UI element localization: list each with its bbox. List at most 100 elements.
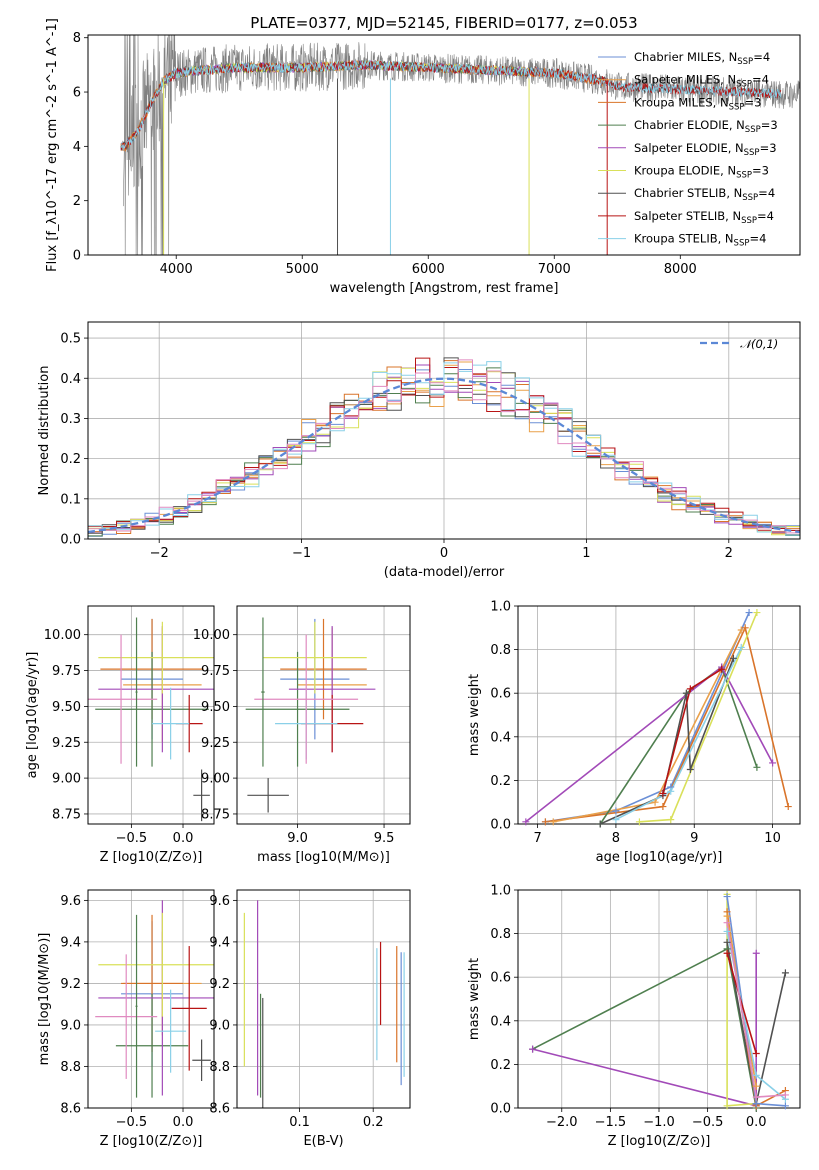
- massweight_vs_Z-point-marker: [723, 912, 731, 920]
- mass_vs_Z-ylabel: mass [log10(M/M⊙)]: [37, 933, 52, 1066]
- mass_vs_EBV-ytick-label: 8.6: [209, 1102, 230, 1117]
- age_vs_Z-ytick-label: 9.25: [52, 736, 81, 751]
- residuals-frame: [87, 321, 801, 540]
- mass_vs_Z-ytick-label: 9.0: [60, 1018, 81, 1033]
- massweight_vs_Z-xlabel: Z [log10(Z/Z⊙)]: [608, 1134, 711, 1149]
- age_vs_mass-ytick-label: 10.00: [193, 628, 230, 643]
- spectrum-legend-nssp-eq: =: [744, 95, 754, 109]
- spectrum-legend-nssp: 4: [763, 50, 770, 64]
- residuals-xtick-label: −1: [292, 546, 311, 561]
- spectrum-legend-name: Chabrier STELIB: [634, 186, 726, 200]
- spectrum-legend-name: Kroupa ELODIE: [634, 164, 720, 178]
- residuals-ytick-label: 0.2: [60, 452, 81, 467]
- residuals-plot-area: [88, 322, 800, 539]
- massweight_vs_age-point-marker: [784, 803, 792, 811]
- spectrum-legend-nssp-prefix: , N: [725, 209, 741, 223]
- massweight_vs_age-point-marker: [753, 763, 761, 771]
- spectrum-legend-name: Kroupa MILES: [634, 95, 713, 109]
- mass_vs_EBV-ytick-label: 9.2: [209, 977, 230, 992]
- residuals-xlabel: (data-model)/error: [384, 565, 505, 580]
- massweight_vs_Z-point-marker: [752, 949, 760, 957]
- residuals-panel: −2 −1 0 1 2 0.0 0.1 0.2 0.3 0.4 0.5 (data-model)/er…: [37, 321, 801, 580]
- age_vs_Z-xtick-label: −0.5: [116, 831, 148, 846]
- age_vs_Z-frame: [87, 605, 215, 825]
- residual-histogram-step: [88, 361, 800, 536]
- massweight_vs_age-panel: 7 8 9 10 0.0 0.2 0.4 0.6 0.8 1.0 age [log10(age/yr…: [467, 600, 801, 865]
- age_vs_Z-ytick-label: 9.50: [52, 700, 81, 715]
- massweight_vs_Z-point-marker: [752, 1100, 760, 1108]
- massweight_vs_Z-ytick-label: 1.0: [490, 884, 511, 899]
- spectrum-legend-nssp: 4: [768, 186, 775, 200]
- spectrum-legend-nssp-eq: =: [758, 186, 768, 200]
- mass_vs_EBV-ytick-label: 8.8: [209, 1060, 230, 1075]
- age_vs_Z-xtick-label: 0.0: [173, 831, 194, 846]
- age_vs_Z-ytick-label: 10.00: [44, 628, 81, 643]
- massweight_vs_Z-point-marker: [723, 919, 731, 927]
- spectrum-legend-nssp-sub: SSP: [736, 171, 752, 181]
- mass_vs_EBV-xtick-label: 0.1: [289, 1115, 310, 1130]
- spectrum-legend-label: Salpeter MILES, NSSP=4: [634, 73, 769, 90]
- residuals-xtick-label: 1: [582, 546, 590, 561]
- spectrum-ytick-label: 2: [73, 194, 81, 209]
- age_vs_mass-plot-area: [237, 606, 410, 824]
- spectrum-legend-nssp-prefix: , N: [720, 73, 736, 87]
- spectrum-legend-nssp-eq: =: [752, 164, 762, 178]
- massweight_vs_age-point-marker: [651, 798, 659, 806]
- age_vs_mass-xtick-label: 9.5: [374, 831, 395, 846]
- spectrum-xtick-label: 8000: [664, 262, 697, 277]
- massweight_vs_age-point-marker: [635, 818, 643, 826]
- residual-histogram-step: [88, 359, 800, 534]
- spectrum-legend-nssp-prefix: , N: [720, 164, 736, 178]
- massweight_vs_age-point-marker: [667, 787, 675, 795]
- spectrum-plot-area: [120, 35, 800, 255]
- spectrum-legend-nssp-sub: SSP: [744, 148, 760, 158]
- spectrum-legend-nssp: 3: [769, 141, 776, 155]
- spectrum-legend-nssp-sub: SSP: [736, 80, 752, 90]
- massweight_vs_Z-point-marker: [781, 969, 789, 977]
- massweight_vs_Z-point-marker: [723, 938, 731, 946]
- spectrum-legend-label: Kroupa STELIB, NSSP=4: [634, 232, 766, 249]
- mass_vs_EBV-frame: [236, 889, 411, 1109]
- age_vs_Z-ytick-label: 8.75: [52, 807, 81, 822]
- spectrum-legend-nssp: 3: [762, 164, 769, 178]
- massweight_vs_age-point-marker: [549, 818, 557, 826]
- massweight_vs_Z-point-marker: [723, 949, 731, 957]
- spectrum-legend-name: Salpeter STELIB: [634, 209, 725, 223]
- spectrum-legend-name: Kroupa STELIB: [634, 232, 718, 246]
- spectrum-ytick-label: 4: [73, 140, 81, 155]
- residual-legend-label: 𝒩(0,1): [740, 337, 778, 351]
- mass_vs_Z-frame: [87, 889, 215, 1109]
- massweight_vs_age-series-line: [545, 625, 790, 823]
- age_vs_mass-ytick-label: 9.25: [201, 736, 230, 751]
- massweight_vs_age-ylabel: mass weight: [467, 674, 482, 756]
- age_vs_Z-plot-area: [88, 606, 214, 824]
- mass_vs_Z-ytick-label: 9.4: [60, 935, 81, 950]
- massweight_vs_age-ytick-label: 0.2: [490, 774, 511, 789]
- mass_vs_EBV-ytick-label: 9.4: [209, 935, 230, 950]
- massweight_vs_age-point-marker: [596, 820, 604, 828]
- spectrum-legend-nssp-eq: =: [753, 50, 763, 64]
- spectrum-legend-nssp-sub: SSP: [737, 57, 753, 67]
- massweight_vs_Z-ytick-label: 0.8: [490, 927, 511, 942]
- age_vs_mass-xtick-label: 9.0: [287, 831, 308, 846]
- massweight_vs_Z-xtick-label: −1.5: [595, 1115, 627, 1130]
- residuals-xtick-label: −2: [150, 546, 169, 561]
- age_vs_Z-xlabel: Z [log10(Z/Z⊙)]: [100, 850, 203, 865]
- spectrum-legend-nssp-eq: =: [757, 209, 767, 223]
- massweight_vs_Z-ylabel: mass weight: [467, 958, 482, 1040]
- massweight_vs_age-point-marker: [718, 665, 726, 673]
- spectrum-ytick-label: 8: [73, 31, 81, 46]
- mass_vs_EBV-panel: 0.1 0.2 8.6 8.8 9.0 9.2 9.4 9.6 E(B-V): [209, 889, 411, 1149]
- spectrum-legend-nssp: 4: [767, 209, 774, 223]
- massweight_vs_Z-point-marker: [723, 893, 731, 901]
- residuals-xtick-label: 2: [725, 546, 733, 561]
- massweight_vs_Z-point-marker: [781, 1091, 789, 1099]
- massweight_vs_Z-xtick-label: −0.5: [692, 1115, 724, 1130]
- figure-title: PLATE=0377, MJD=52145, FIBERID=0177, z=0…: [250, 14, 637, 32]
- plot-layer: 4000 5000 6000 7000 8000 0 2 4 6 8 wavelength [Ang…: [25, 18, 801, 1149]
- massweight_vs_Z-point-marker: [752, 1071, 760, 1079]
- spectrum-legend-label: Salpeter ELODIE, NSSP=3: [634, 141, 777, 158]
- mass_vs_EBV-xtick-label: 0.2: [363, 1115, 384, 1130]
- spectrum-legend-nssp-prefix: , N: [721, 50, 737, 64]
